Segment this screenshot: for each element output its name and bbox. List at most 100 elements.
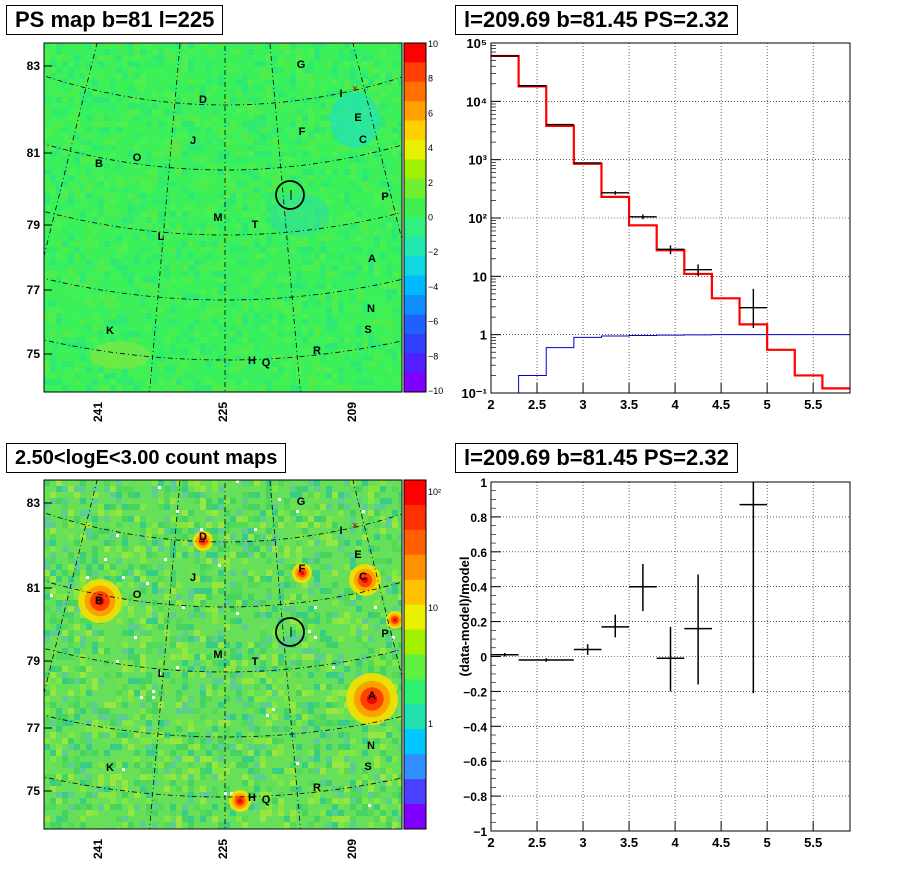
map-pixel [182,480,188,486]
map-pixel [206,175,212,181]
map-pixel [362,612,368,618]
map-pixel [248,582,254,588]
map-pixel [134,235,140,241]
map-pixel [92,217,98,223]
map-pixel [320,271,326,277]
map-pixel [206,588,212,594]
map-pixel [374,331,380,337]
map-pixel [224,253,230,259]
map-pixel [338,55,344,61]
map-pixel [362,235,368,241]
map-pixel [56,61,62,67]
map-pixel [44,187,50,193]
map-pixel [152,522,158,528]
map-pixel [152,528,158,534]
map-pixel [212,295,218,301]
map-pixel [398,217,402,223]
map-pixel [296,67,302,73]
map-pixel [266,271,272,277]
map-pixel [326,552,332,558]
map-pixel [386,265,392,271]
map-pixel [134,331,140,337]
y-tick-label: 83 [27,496,41,510]
map-pixel [206,792,212,798]
map-pixel [128,594,134,600]
map-pixel [392,642,398,648]
y-tick-label: −0.6 [463,755,487,769]
map-pixel [200,307,206,313]
map-pixel [230,678,236,684]
map-pixel [116,265,122,271]
map-pixel [374,61,380,67]
map-pixel [392,636,395,639]
map-pixel [278,738,284,744]
map-pixel [194,115,200,121]
map-pixel [344,145,350,151]
map-pixel [158,762,164,768]
map-pixel [92,636,98,642]
map-pixel [74,85,80,91]
map-pixel [218,678,224,684]
map-pixel [206,618,212,624]
map-pixel [206,642,212,648]
map-pixel [152,235,158,241]
map-pixel [134,49,140,55]
map-pixel [302,277,308,283]
map-pixel [44,504,50,510]
y-tick-label: 10⁴ [466,94,487,109]
map-pixel [374,522,380,528]
map-pixel [200,157,206,163]
map-pixel [398,43,402,49]
map-pixel [50,355,56,361]
map-pixel [272,139,278,145]
map-feature [330,92,380,148]
map-pixel [272,175,278,181]
map-pixel [314,97,320,103]
map-pixel [248,780,254,786]
map-pixel [356,343,362,349]
map-pixel [194,576,200,582]
map-pixel [392,654,398,660]
map-pixel [140,109,146,115]
map-pixel [236,510,242,516]
map-pixel [212,558,218,564]
map-pixel [308,492,314,498]
map-pixel [62,738,68,744]
map-pixel [302,594,308,600]
map-pixel [164,109,170,115]
map-pixel [62,331,68,337]
map-pixel [230,91,236,97]
map-pixel [146,696,152,702]
map-pixel [44,816,50,822]
map-pixel [104,175,110,181]
map-pixel [338,636,344,642]
map-pixel [164,325,170,331]
map-pixel [260,516,266,522]
map-pixel [206,79,212,85]
map-pixel [290,630,296,636]
map-pixel [308,289,314,295]
map-pixel [182,121,188,127]
map-pixel [314,301,320,307]
map-pixel [188,121,194,127]
map-pixel [308,235,314,241]
map-pixel [386,133,392,139]
map-pixel [116,97,122,103]
map-pixel [188,67,194,73]
map-pixel [392,325,398,331]
map-pixel [86,618,92,624]
map-pixel [302,133,308,139]
map-pixel [206,696,212,702]
map-pixel [158,642,164,648]
map-pixel [374,504,380,510]
map-pixel [80,708,86,714]
source-label-e: E [354,549,361,561]
map-pixel [392,822,398,828]
map-pixel [272,726,278,732]
map-pixel [146,804,152,810]
map-pixel [320,714,326,720]
source-label-k: K [106,325,114,337]
map-pixel [284,307,290,313]
map-pixel [284,265,290,271]
map-pixel [254,97,260,103]
